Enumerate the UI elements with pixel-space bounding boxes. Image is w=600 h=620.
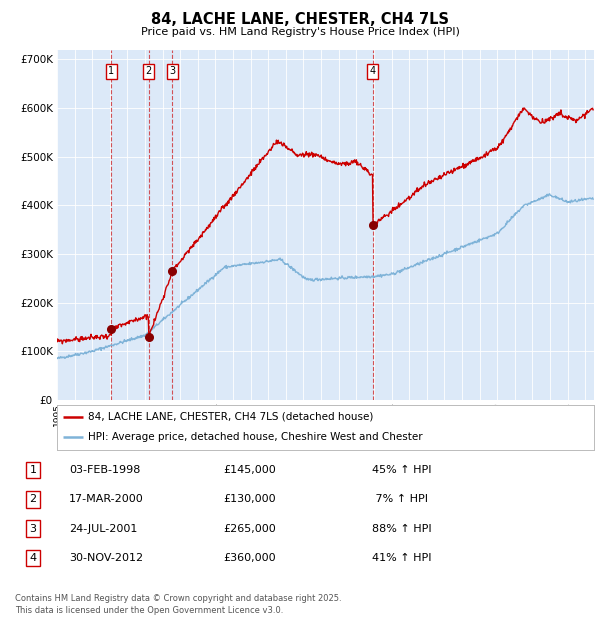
Text: 4: 4 <box>370 66 376 76</box>
Text: This data is licensed under the Open Government Licence v3.0.: This data is licensed under the Open Gov… <box>15 606 283 616</box>
Text: 4: 4 <box>29 552 37 563</box>
Text: 2: 2 <box>146 66 152 76</box>
Text: 17-MAR-2000: 17-MAR-2000 <box>69 494 144 505</box>
Text: £130,000: £130,000 <box>223 494 276 505</box>
Text: £360,000: £360,000 <box>223 552 276 563</box>
Text: 41% ↑ HPI: 41% ↑ HPI <box>372 552 431 563</box>
Text: 24-JUL-2001: 24-JUL-2001 <box>69 523 137 534</box>
Text: 03-FEB-1998: 03-FEB-1998 <box>69 465 140 476</box>
Text: 30-NOV-2012: 30-NOV-2012 <box>69 552 143 563</box>
Text: HPI: Average price, detached house, Cheshire West and Chester: HPI: Average price, detached house, Ches… <box>88 432 422 443</box>
Text: 45% ↑ HPI: 45% ↑ HPI <box>372 465 431 476</box>
Text: £265,000: £265,000 <box>223 523 276 534</box>
Text: 2: 2 <box>29 494 37 505</box>
Text: 1: 1 <box>109 66 115 76</box>
Text: 84, LACHE LANE, CHESTER, CH4 7LS: 84, LACHE LANE, CHESTER, CH4 7LS <box>151 12 449 27</box>
Text: 3: 3 <box>29 523 37 534</box>
Text: Contains HM Land Registry data © Crown copyright and database right 2025.: Contains HM Land Registry data © Crown c… <box>15 594 341 603</box>
Text: 88% ↑ HPI: 88% ↑ HPI <box>372 523 431 534</box>
Text: Price paid vs. HM Land Registry's House Price Index (HPI): Price paid vs. HM Land Registry's House … <box>140 27 460 37</box>
Text: 7% ↑ HPI: 7% ↑ HPI <box>372 494 428 505</box>
Text: 84, LACHE LANE, CHESTER, CH4 7LS (detached house): 84, LACHE LANE, CHESTER, CH4 7LS (detach… <box>88 412 373 422</box>
Text: £145,000: £145,000 <box>223 465 276 476</box>
Text: 3: 3 <box>169 66 176 76</box>
Text: 1: 1 <box>29 465 37 476</box>
